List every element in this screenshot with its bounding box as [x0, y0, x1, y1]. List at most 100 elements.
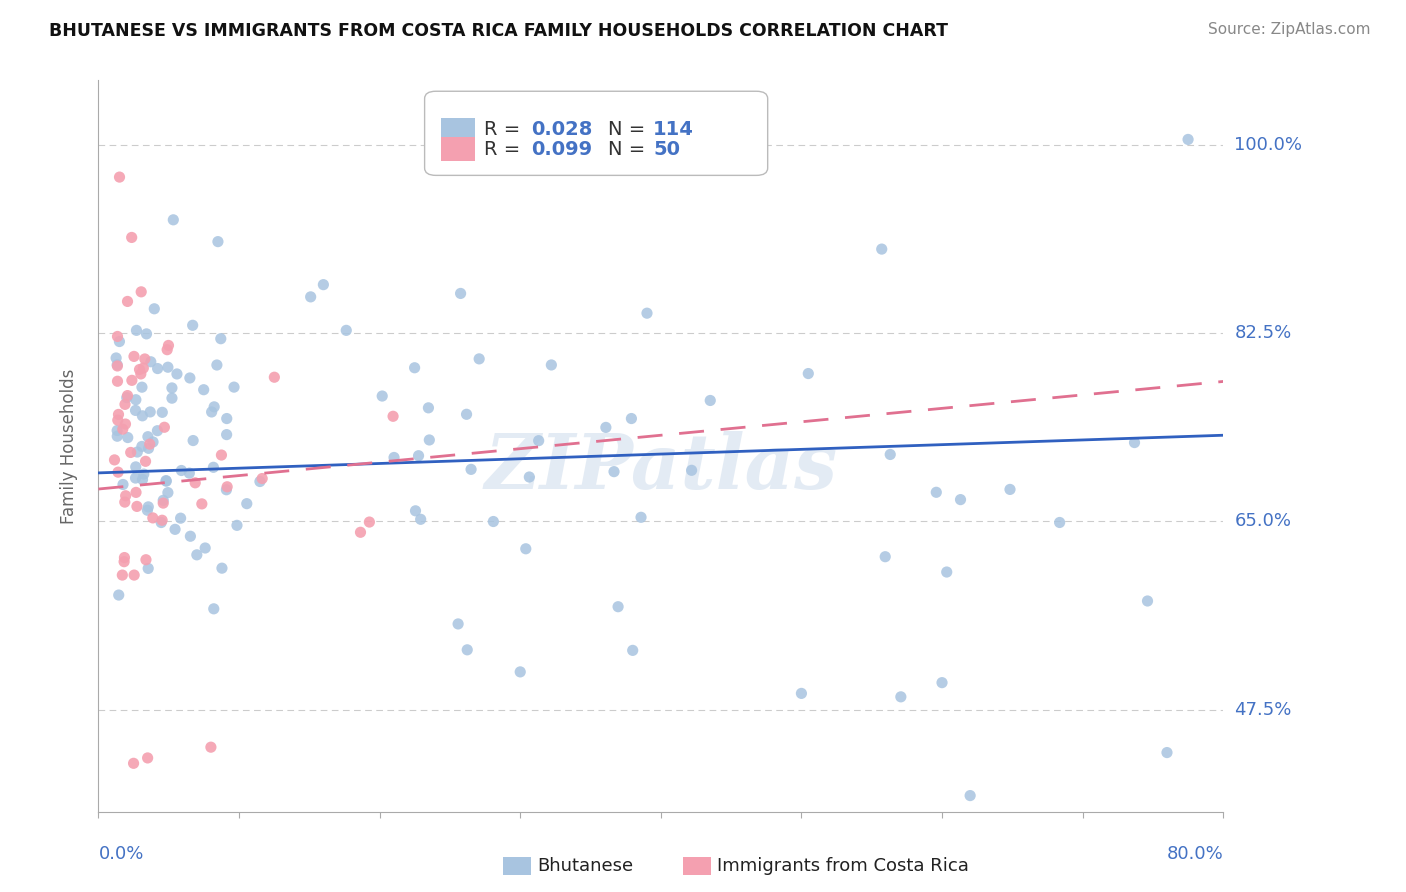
Point	[179, 529, 201, 543]
Point	[111, 422, 134, 436]
Point	[169, 511, 191, 525]
Point	[136, 751, 159, 765]
Point	[139, 405, 162, 419]
Point	[517, 470, 540, 484]
Point	[456, 407, 478, 421]
Y-axis label: Family Households: Family Households	[59, 368, 77, 524]
Point	[103, 453, 125, 467]
Point	[217, 480, 239, 494]
Point	[607, 599, 630, 614]
Text: N =: N =	[607, 120, 651, 139]
Point	[121, 373, 143, 387]
Point	[131, 409, 153, 423]
Point	[142, 434, 165, 449]
Point	[107, 408, 129, 422]
Point	[115, 391, 138, 405]
Text: 114: 114	[652, 120, 693, 139]
Point	[312, 277, 335, 292]
Point	[636, 306, 658, 320]
Point	[371, 389, 394, 403]
Point	[215, 427, 238, 442]
Point	[107, 465, 129, 479]
Point	[184, 475, 207, 490]
Point	[150, 513, 173, 527]
Point	[117, 431, 139, 445]
Point	[114, 495, 136, 509]
Text: 50: 50	[652, 139, 681, 159]
Point	[135, 552, 157, 566]
Point	[211, 561, 233, 575]
Point	[335, 323, 357, 337]
FancyBboxPatch shape	[425, 91, 768, 176]
Text: Immigrants from Costa Rica: Immigrants from Costa Rica	[717, 857, 969, 875]
Point	[114, 417, 136, 431]
Point	[250, 471, 273, 485]
Point	[155, 474, 177, 488]
Point	[870, 242, 893, 256]
Point	[595, 420, 617, 434]
Text: 47.5%: 47.5%	[1234, 700, 1292, 719]
Point	[152, 493, 174, 508]
Text: R =: R =	[484, 139, 527, 159]
Point	[127, 445, 149, 459]
Point	[404, 360, 426, 375]
Point	[132, 361, 155, 376]
Point	[482, 515, 505, 529]
Point	[122, 756, 145, 771]
Point	[193, 383, 215, 397]
Point	[150, 516, 173, 530]
Point	[890, 690, 912, 704]
Point	[165, 522, 187, 536]
Text: 0.0%: 0.0%	[98, 845, 143, 863]
Point	[153, 420, 176, 434]
Point	[299, 290, 322, 304]
Point	[603, 465, 626, 479]
Point	[136, 561, 159, 575]
Point	[181, 318, 204, 333]
Point	[152, 496, 174, 510]
Point	[460, 462, 482, 476]
Point	[949, 492, 972, 507]
Point	[209, 332, 232, 346]
Point	[125, 500, 148, 514]
Point	[515, 541, 537, 556]
Point	[699, 393, 721, 408]
Point	[125, 459, 148, 474]
Point	[156, 343, 179, 357]
Point	[226, 518, 249, 533]
Point	[179, 466, 201, 480]
Point	[797, 367, 820, 381]
Point	[125, 485, 148, 500]
Point	[202, 602, 225, 616]
Point	[160, 391, 183, 405]
Point	[620, 411, 643, 425]
Point	[150, 405, 173, 419]
Point	[108, 334, 131, 349]
Point	[382, 450, 405, 465]
Point	[156, 360, 179, 375]
Point	[143, 301, 166, 316]
Point	[527, 434, 550, 448]
Point	[621, 643, 644, 657]
Point	[236, 497, 259, 511]
Point	[209, 448, 232, 462]
Point	[540, 358, 562, 372]
Point	[124, 471, 146, 485]
Point	[1156, 746, 1178, 760]
Point	[131, 439, 153, 453]
Point	[107, 588, 129, 602]
Point	[128, 362, 150, 376]
Text: ZIPatlas: ZIPatlas	[484, 431, 838, 505]
Point	[201, 405, 224, 419]
Point	[359, 515, 381, 529]
Point	[263, 370, 285, 384]
Point	[146, 361, 169, 376]
Point	[124, 403, 146, 417]
Point	[790, 686, 813, 700]
Point	[138, 437, 160, 451]
Point	[408, 449, 430, 463]
Point	[186, 548, 208, 562]
Point	[107, 329, 129, 343]
Point	[155, 474, 177, 488]
Point	[160, 381, 183, 395]
